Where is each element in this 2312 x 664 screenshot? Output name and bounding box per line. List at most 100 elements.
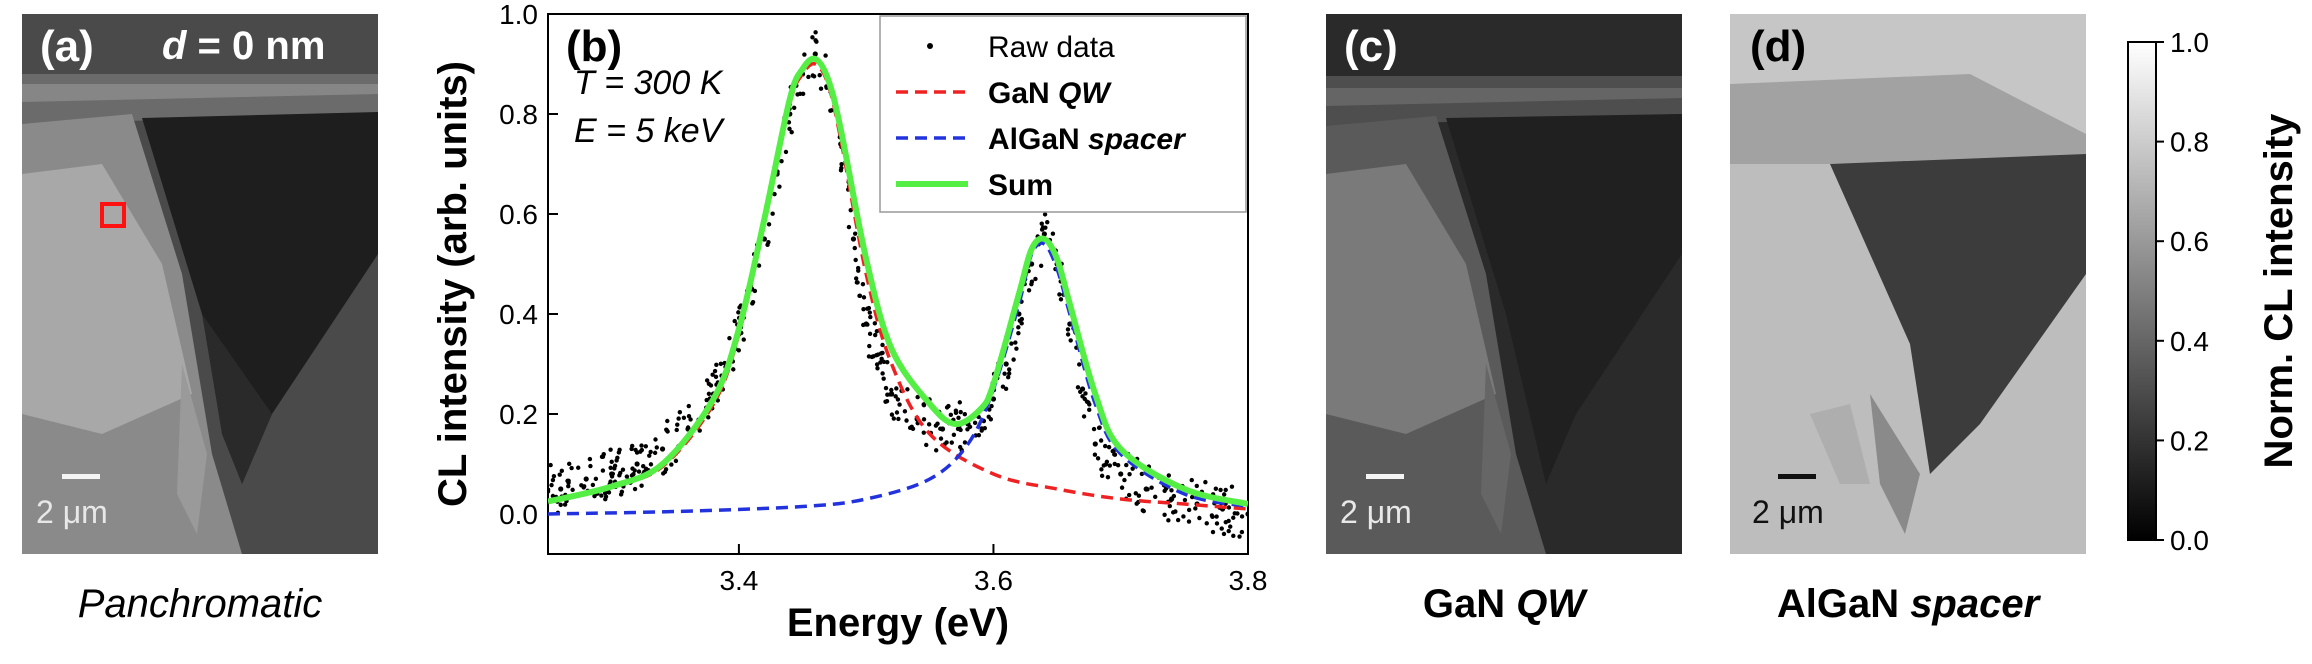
- x-axis-label: Energy (eV): [787, 601, 1009, 645]
- raw-data-noise-point: [813, 38, 818, 43]
- raw-data-noise-point: [879, 356, 884, 361]
- raw-data-noise-point: [895, 397, 901, 402]
- raw-data-noise-point: [810, 35, 815, 40]
- raw-data-noise-point: [867, 331, 873, 337]
- raw-data-noise-point: [861, 306, 866, 312]
- raw-data-noise-point: [810, 73, 815, 78]
- raw-data-noise-point: [875, 366, 880, 371]
- raw-data-noise-point: [648, 449, 653, 455]
- raw-data-noise-point: [860, 281, 866, 287]
- raw-data-noise-point: [557, 472, 562, 477]
- panel-a-micrograph: [22, 14, 378, 554]
- raw-data-noise-point: [1011, 357, 1016, 362]
- raw-data-noise-point: [926, 422, 932, 427]
- thickness-value: = 0 nm: [186, 24, 326, 68]
- raw-data-noise-point: [1239, 514, 1245, 519]
- raw-data-noise-point: [639, 483, 644, 488]
- raw-data-point: [990, 396, 997, 402]
- raw-data-point: [659, 446, 666, 452]
- raw-data-noise-point: [872, 321, 878, 326]
- raw-data-noise-point: [904, 418, 909, 423]
- colorbar-label: Norm. CL intensity: [2257, 113, 2301, 469]
- raw-data-noise-point: [982, 425, 988, 431]
- raw-data-noise-point: [1197, 515, 1202, 521]
- raw-data-noise-point: [852, 245, 857, 251]
- raw-data-noise-point: [770, 211, 775, 216]
- panel-a-image: [22, 14, 378, 554]
- raw-data-noise-point: [638, 449, 643, 454]
- panel-c-caption: GaN QW: [1326, 582, 1682, 627]
- raw-data-noise-point: [1126, 492, 1132, 498]
- raw-data-noise-point: [915, 394, 920, 400]
- panel-a-scale-bar: [62, 474, 100, 479]
- y-tick-label: 1.0: [499, 0, 538, 30]
- raw-data-noise-point: [979, 426, 984, 431]
- raw-data-noise-point: [1099, 473, 1105, 479]
- colorbar-tick-label: 1.0: [2170, 27, 2209, 58]
- raw-data-noise-point: [1016, 330, 1021, 336]
- raw-data-noise-point: [1057, 292, 1062, 297]
- raw-data-noise-point: [867, 310, 872, 315]
- raw-data-noise-point: [1171, 493, 1177, 499]
- raw-data-noise-point: [665, 418, 670, 424]
- raw-data-noise-point: [1078, 389, 1083, 395]
- raw-data-noise-point: [1149, 485, 1154, 490]
- raw-data-noise-point: [921, 402, 926, 407]
- raw-data-noise-point: [865, 322, 870, 327]
- panel-d-scale-text: 2 μm: [1752, 494, 1824, 530]
- raw-data-noise-point: [664, 427, 669, 432]
- raw-data-noise-point: [765, 242, 770, 248]
- raw-data-noise-point: [1175, 517, 1181, 523]
- raw-data-noise-point: [897, 402, 902, 407]
- raw-data-noise-point: [893, 394, 898, 399]
- raw-data-noise-point: [1000, 384, 1006, 389]
- raw-data-noise-point: [1019, 321, 1024, 326]
- raw-data-noise-point: [1038, 263, 1044, 269]
- raw-data-noise-point: [629, 473, 635, 478]
- raw-data-noise-point: [894, 386, 899, 391]
- raw-data-noise-point: [1194, 483, 1199, 489]
- raw-data-noise-point: [1006, 367, 1012, 372]
- colorbar-gradient: [2127, 41, 2157, 541]
- raw-data-noise-point: [1102, 443, 1108, 449]
- raw-data-point: [1118, 471, 1124, 477]
- raw-data-noise-point: [946, 403, 951, 409]
- raw-data-noise-point: [880, 371, 885, 376]
- raw-data-noise-point: [1065, 332, 1071, 337]
- raw-data-noise-point: [1104, 459, 1110, 464]
- raw-data-noise-point: [569, 465, 574, 471]
- raw-data-noise-point: [957, 400, 963, 405]
- legend-box: [879, 15, 1247, 213]
- raw-data-noise-point: [1006, 375, 1011, 380]
- raw-data-noise-point: [1186, 519, 1192, 524]
- raw-data-noise-point: [1099, 467, 1104, 472]
- raw-data-noise-point: [1014, 346, 1019, 351]
- legend-entry-label: Raw data: [988, 31, 1115, 64]
- raw-data-noise-point: [795, 92, 800, 97]
- raw-data-noise-point: [838, 168, 844, 173]
- raw-data-noise-point: [1186, 507, 1192, 513]
- raw-data-noise-point: [1122, 477, 1127, 483]
- raw-data-noise-point: [617, 447, 622, 453]
- raw-data-noise-point: [608, 465, 613, 470]
- raw-data-noise-point: [599, 454, 605, 460]
- raw-data-noise-point: [1221, 531, 1227, 537]
- raw-data-noise-point: [688, 417, 693, 422]
- raw-data-noise-point: [958, 409, 963, 415]
- raw-data-noise-point: [1068, 338, 1073, 343]
- annotation-energy: E = 5 keV: [574, 112, 726, 150]
- raw-data-noise-point: [1042, 212, 1048, 217]
- raw-data-noise-point: [1218, 487, 1223, 493]
- raw-data-noise-point: [1110, 448, 1115, 454]
- raw-data-noise-point: [565, 478, 570, 484]
- raw-data-noise-point: [652, 450, 658, 456]
- panel-d-label: (d): [1750, 22, 1807, 71]
- panel-c-image: [1326, 14, 1682, 554]
- raw-data-noise-point: [1050, 231, 1056, 236]
- raw-data-noise-point: [1065, 327, 1071, 332]
- colorbar-tick-label: 0.0: [2170, 525, 2209, 556]
- raw-data-noise-point: [806, 74, 811, 80]
- raw-data-noise-point: [779, 159, 784, 164]
- raw-data-noise-point: [1214, 514, 1219, 519]
- raw-data-noise-point: [1081, 414, 1087, 419]
